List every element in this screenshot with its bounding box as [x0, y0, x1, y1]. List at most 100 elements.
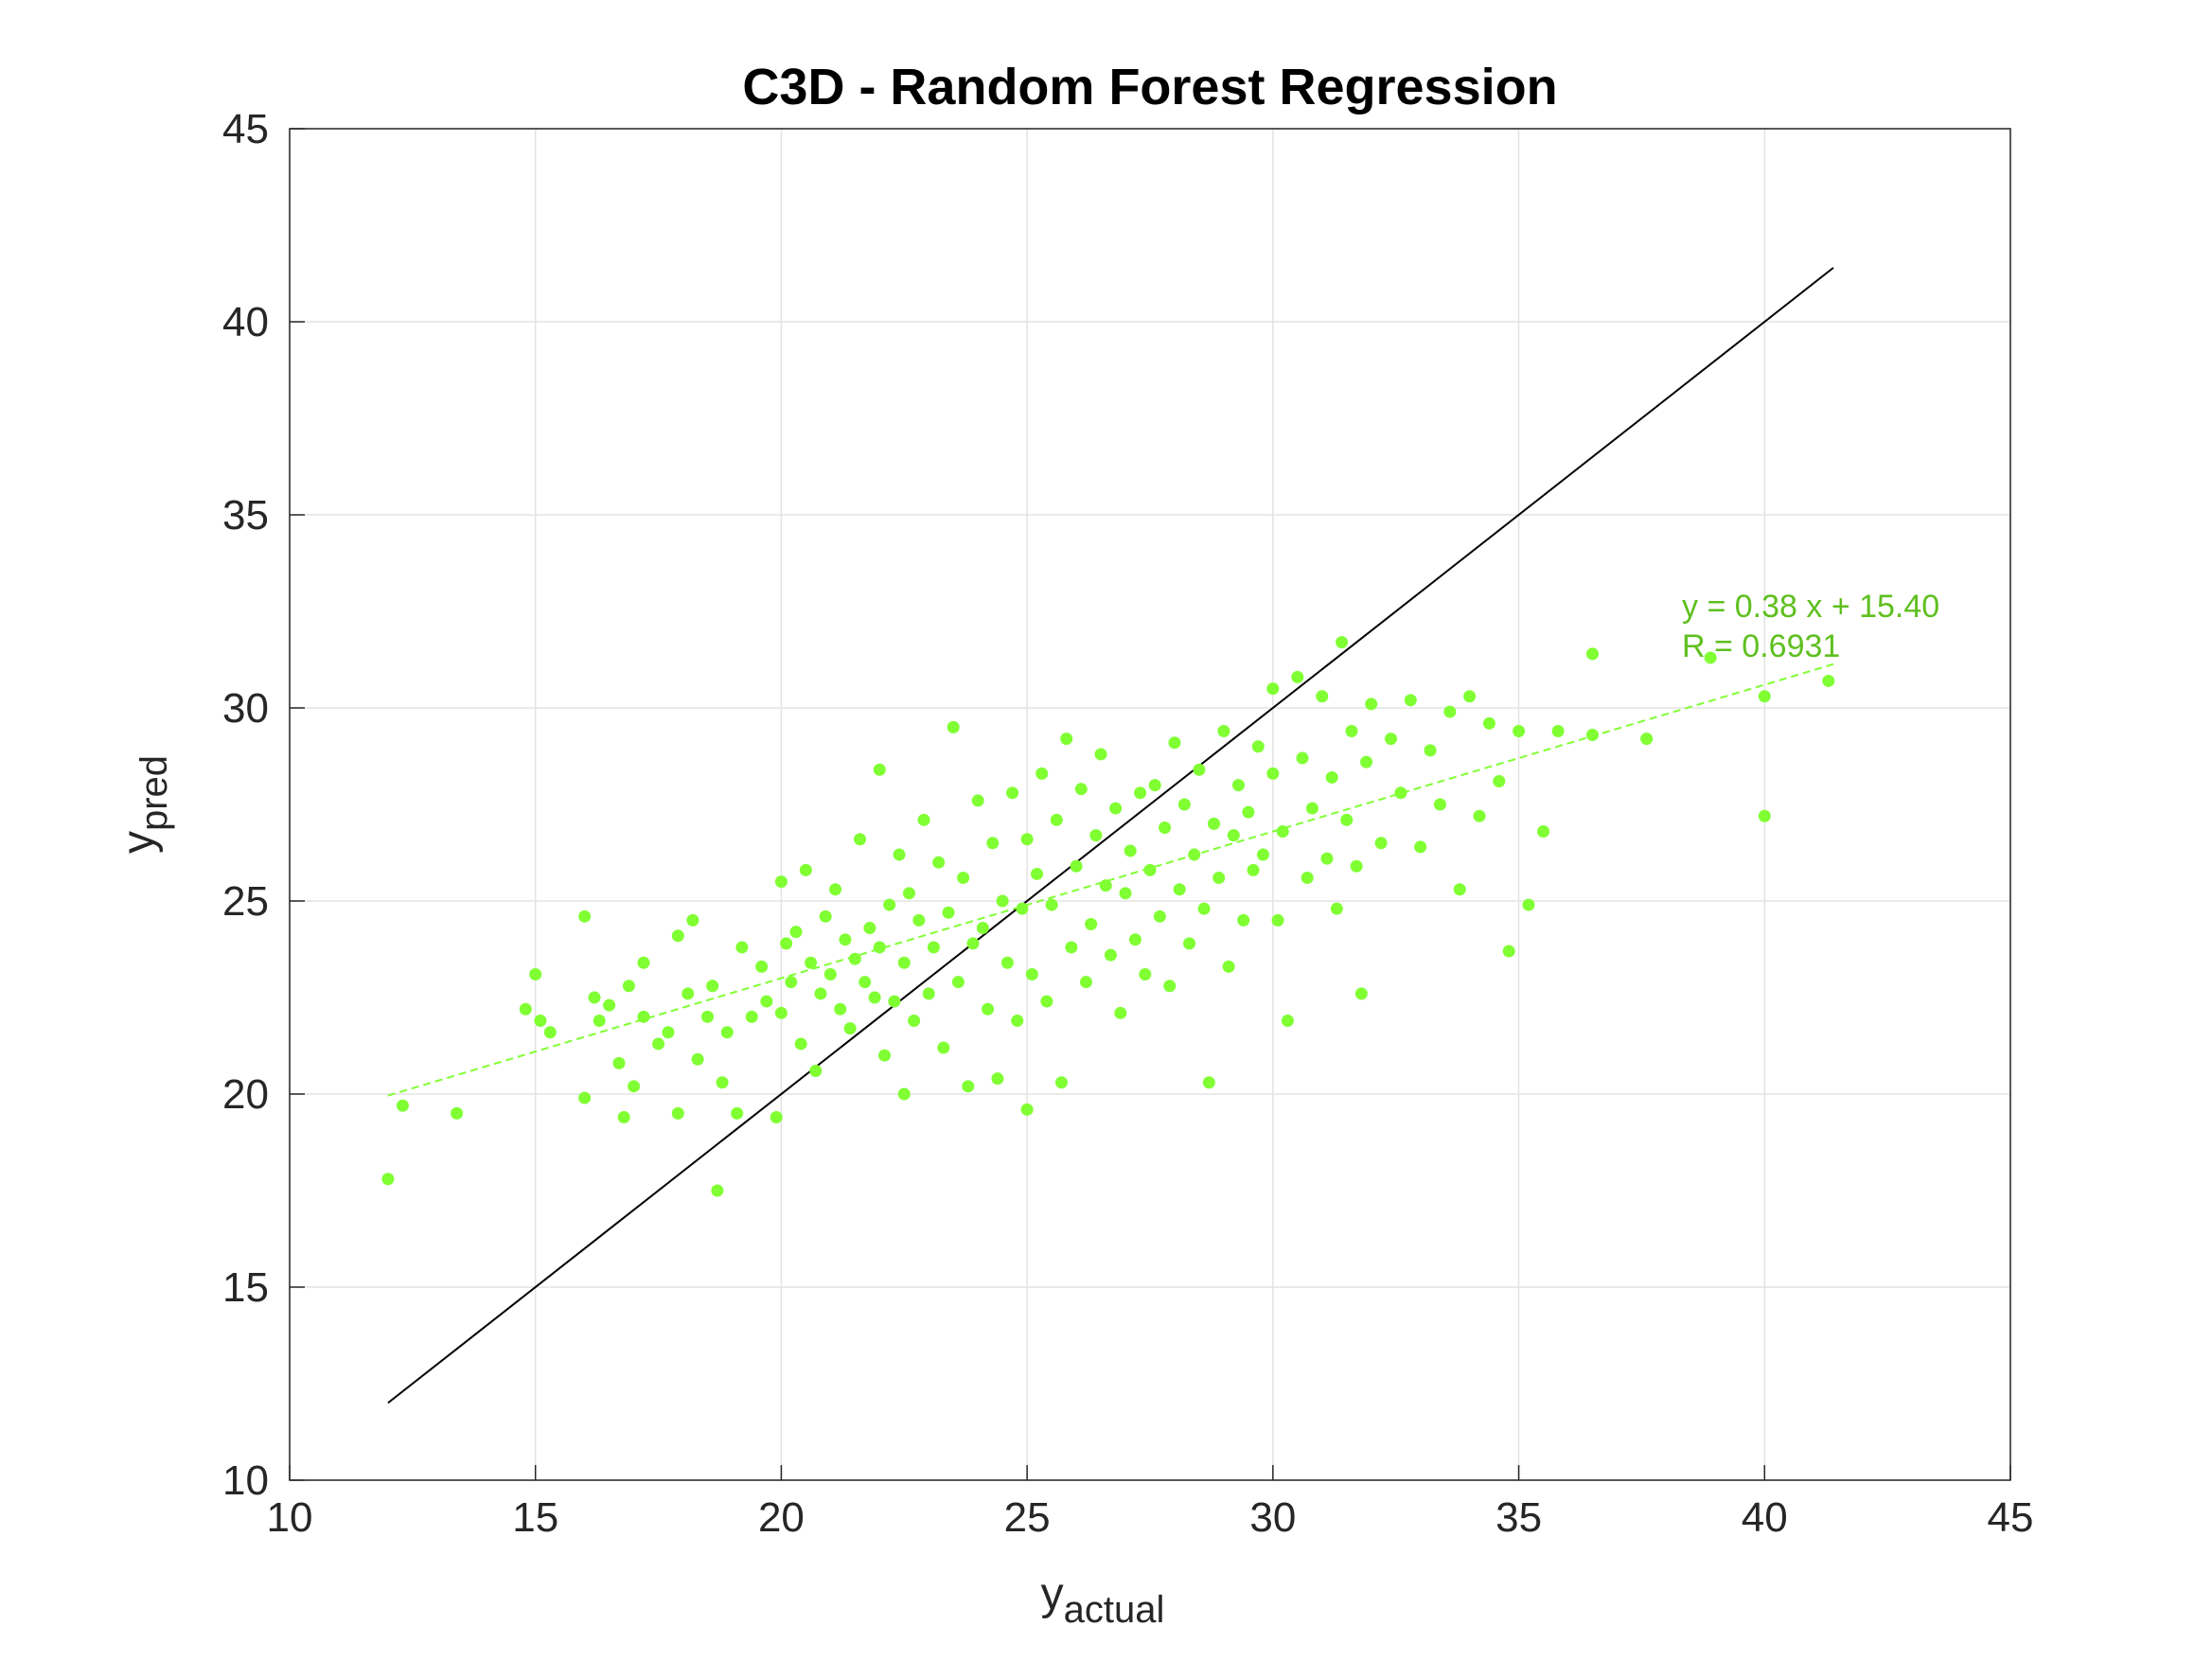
data-point	[1493, 775, 1506, 788]
data-point	[1433, 798, 1446, 811]
data-point	[863, 922, 876, 935]
data-point	[1473, 809, 1486, 822]
data-point	[1217, 724, 1230, 737]
data-point	[755, 960, 769, 973]
data-point	[628, 1080, 641, 1093]
data-point	[593, 1014, 606, 1027]
data-point	[1040, 995, 1053, 1008]
data-point	[612, 1056, 626, 1069]
data-point	[1424, 744, 1437, 757]
data-point	[1256, 848, 1269, 861]
data-point	[1104, 948, 1117, 962]
data-point	[1168, 736, 1181, 750]
data-point	[1197, 902, 1211, 915]
data-point	[814, 987, 827, 1000]
data-point	[873, 763, 886, 776]
data-point	[1385, 733, 1398, 746]
data-point	[789, 926, 803, 939]
data-point	[534, 1014, 547, 1027]
data-point	[519, 1002, 532, 1015]
data-point	[1006, 786, 1019, 800]
data-point	[720, 1026, 734, 1039]
data-point	[1045, 898, 1058, 911]
data-point	[578, 1091, 592, 1104]
data-point	[1513, 724, 1526, 737]
data-point	[735, 941, 749, 954]
data-point	[932, 856, 946, 869]
data-point	[691, 1052, 704, 1066]
data-point	[912, 913, 926, 927]
data-point	[1109, 802, 1123, 815]
x-tick-label: 30	[1249, 1494, 1296, 1541]
data-point	[888, 995, 901, 1008]
data-point	[1148, 779, 1161, 792]
data-point	[588, 991, 601, 1004]
data-point	[731, 1106, 744, 1120]
chart-title: C3D - Random Forest Regression	[742, 59, 1557, 115]
data-point	[957, 872, 970, 885]
data-point	[1585, 647, 1599, 661]
data-point	[873, 941, 886, 954]
data-point	[1551, 724, 1565, 737]
data-point	[681, 987, 695, 1000]
data-point	[1291, 670, 1304, 683]
data-point	[1208, 817, 1221, 830]
data-point	[774, 1006, 787, 1019]
data-point	[1320, 852, 1334, 865]
data-point	[774, 875, 787, 889]
data-point	[799, 863, 812, 876]
data-point	[902, 887, 915, 900]
data-point	[908, 1014, 921, 1027]
y-tick-label: 45	[222, 106, 269, 152]
data-point	[1085, 917, 1098, 930]
data-point	[819, 909, 832, 923]
data-point	[1404, 694, 1417, 707]
x-axis-label-subscript: actual	[1064, 1589, 1165, 1631]
data-point	[1055, 1076, 1069, 1089]
x-axis-label: yactual	[1041, 1569, 1165, 1631]
fit-equation-label: y = 0.38 x + 15.40	[1682, 589, 1939, 625]
x-tick-label: 45	[1988, 1494, 2034, 1541]
data-point	[1065, 941, 1078, 954]
data-point	[1060, 733, 1073, 746]
fit-annotation: y = 0.38 x + 15.40 R = 0.6931	[1682, 589, 1939, 664]
data-point	[1139, 968, 1152, 981]
data-point	[711, 1184, 724, 1197]
data-point	[1079, 976, 1092, 989]
data-point	[1159, 821, 1172, 834]
data-point	[1414, 840, 1427, 854]
data-point	[1183, 937, 1196, 950]
correlation-label: R = 0.6931	[1682, 628, 1840, 664]
data-point	[897, 956, 911, 969]
data-point	[1242, 805, 1255, 819]
data-point	[745, 1010, 758, 1023]
data-point	[1188, 848, 1201, 861]
data-point	[1020, 1103, 1034, 1116]
data-point	[794, 1037, 807, 1051]
data-point	[1094, 748, 1107, 761]
identity-line	[387, 267, 1834, 1404]
data-point	[917, 813, 930, 826]
data-point	[951, 976, 964, 989]
data-point	[1000, 956, 1014, 969]
data-point	[829, 883, 842, 896]
data-point	[760, 995, 773, 1008]
data-point	[1266, 767, 1280, 780]
data-point	[1585, 729, 1599, 742]
data-point	[1350, 859, 1363, 873]
data-point	[1114, 1006, 1127, 1019]
data-point	[1360, 755, 1373, 768]
data-point	[1537, 825, 1550, 839]
data-point	[1212, 872, 1226, 885]
data-point	[1124, 844, 1137, 857]
data-point	[686, 913, 699, 927]
y-tick-label: 35	[222, 492, 269, 539]
data-point	[701, 1010, 715, 1023]
data-point	[991, 1072, 1004, 1086]
data-point	[1227, 829, 1240, 842]
data-point	[1193, 763, 1206, 776]
data-point	[1099, 879, 1112, 892]
plot-frame	[289, 128, 2011, 1481]
data-point	[848, 952, 861, 965]
